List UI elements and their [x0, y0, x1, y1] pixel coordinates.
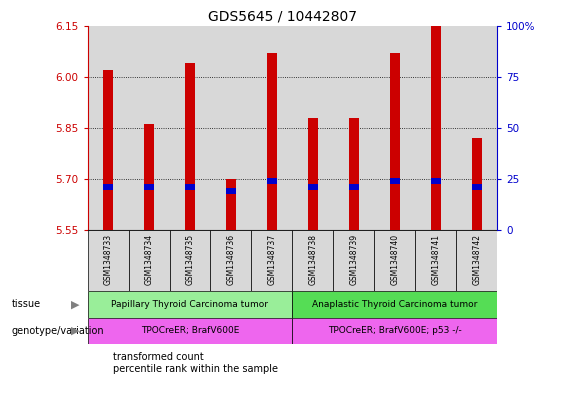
Bar [374, 230, 415, 291]
Text: GSM1348739: GSM1348739 [349, 234, 358, 285]
Bar [308, 118, 318, 230]
Bar [267, 178, 277, 184]
Bar [185, 63, 195, 230]
Bar [472, 184, 482, 190]
Bar [103, 184, 113, 190]
Text: GSM1348741: GSM1348741 [431, 234, 440, 285]
Bar [170, 26, 210, 230]
Bar [88, 318, 293, 344]
Text: transformed count: transformed count [113, 352, 204, 362]
Text: tissue: tissue [11, 299, 41, 309]
Text: GSM1348737: GSM1348737 [267, 234, 276, 285]
Bar [226, 188, 236, 194]
Bar [333, 230, 374, 291]
Text: ▶: ▶ [71, 299, 79, 309]
Text: GSM1348735: GSM1348735 [185, 234, 194, 285]
Bar [267, 53, 277, 230]
Text: GDS5645 / 10442807: GDS5645 / 10442807 [208, 10, 357, 24]
Text: GSM1348740: GSM1348740 [390, 234, 399, 285]
Bar [129, 230, 170, 291]
Bar [211, 26, 251, 230]
Bar [170, 230, 210, 291]
Bar [415, 230, 457, 291]
Bar [308, 184, 318, 190]
Bar [415, 26, 457, 230]
Bar [457, 26, 497, 230]
Bar [349, 118, 359, 230]
Text: GSM1348742: GSM1348742 [472, 234, 481, 285]
Text: TPOCreER; BrafV600E: TPOCreER; BrafV600E [141, 327, 239, 335]
Text: genotype/variation: genotype/variation [11, 326, 104, 336]
Bar [293, 230, 333, 291]
Text: percentile rank within the sample: percentile rank within the sample [113, 364, 278, 374]
Bar [144, 184, 154, 190]
Bar [185, 184, 195, 190]
Bar [88, 26, 129, 230]
Bar [349, 184, 359, 190]
Text: Papillary Thyroid Carcinoma tumor: Papillary Thyroid Carcinoma tumor [111, 300, 268, 309]
Text: GSM1348736: GSM1348736 [227, 234, 236, 285]
Bar [374, 26, 415, 230]
Bar [103, 70, 113, 230]
Text: TPOCreER; BrafV600E; p53 -/-: TPOCreER; BrafV600E; p53 -/- [328, 327, 462, 335]
Bar [293, 291, 497, 318]
Bar [293, 26, 333, 230]
Bar [144, 124, 154, 230]
Bar [251, 26, 293, 230]
Bar [472, 138, 482, 230]
Text: Anaplastic Thyroid Carcinoma tumor: Anaplastic Thyroid Carcinoma tumor [312, 300, 477, 309]
Bar [457, 230, 497, 291]
Bar [88, 291, 293, 318]
Text: ▶: ▶ [71, 326, 79, 336]
Text: GSM1348738: GSM1348738 [308, 234, 318, 285]
Bar [390, 53, 400, 230]
Text: GSM1348733: GSM1348733 [103, 234, 112, 285]
Bar [211, 230, 251, 291]
Bar [333, 26, 374, 230]
Bar [88, 230, 129, 291]
Bar [251, 230, 293, 291]
Text: GSM1348734: GSM1348734 [145, 234, 154, 285]
Bar [431, 178, 441, 184]
Bar [293, 318, 497, 344]
Bar [129, 26, 170, 230]
Bar [226, 179, 236, 230]
Bar [431, 26, 441, 230]
Bar [390, 178, 400, 184]
